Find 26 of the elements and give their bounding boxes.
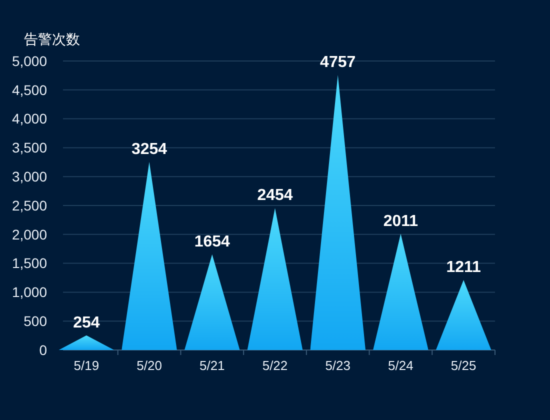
x-tick-label: 5/21	[199, 358, 225, 373]
x-tick-label: 5/24	[388, 358, 414, 373]
x-tick-label: 5/23	[325, 358, 351, 373]
x-tick-label: 5/20	[136, 358, 162, 373]
y-tick-label: 1,000	[12, 284, 48, 300]
y-tick-label: 4,000	[12, 110, 48, 127]
y-tick-label: 0	[39, 342, 48, 358]
x-tick-label: 5/22	[262, 358, 288, 373]
data-label: 4757	[320, 54, 356, 72]
y-axis-title: 告警次数	[24, 32, 80, 48]
data-label: 2011	[383, 212, 418, 230]
data-label: 1654	[194, 233, 230, 250]
data-label: 1211	[446, 259, 482, 276]
y-tick-label: 4,500	[12, 82, 48, 98]
y-tick-label: 5,000	[12, 52, 48, 69]
data-label: 3254	[131, 140, 168, 158]
y-tick-label: 3,500	[12, 140, 48, 156]
y-tick-label: 1,500	[12, 255, 48, 272]
x-tick-label: 5/19	[74, 358, 100, 373]
y-tick-label: 500	[24, 313, 48, 329]
data-label: 254	[73, 314, 100, 332]
x-tick-label: 5/25	[450, 358, 476, 373]
y-tick-label: 2,000	[12, 226, 48, 242]
data-label: 2454	[257, 187, 293, 204]
y-tick-label: 2,500	[12, 197, 48, 214]
y-tick-label: 3,000	[12, 168, 48, 184]
